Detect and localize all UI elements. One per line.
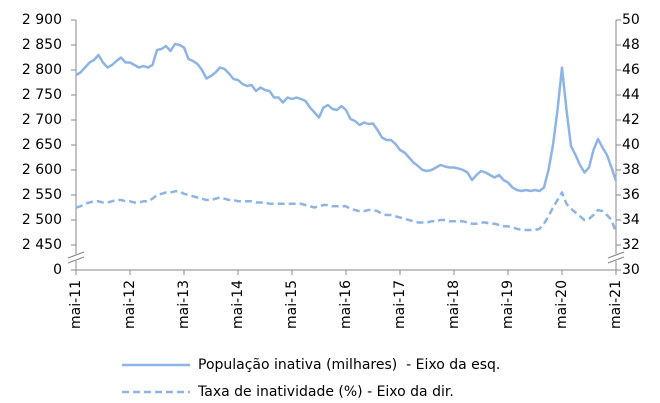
x-tick-label: mai-18 <box>446 280 462 329</box>
x-tick-label: mai-14 <box>230 280 246 329</box>
x-tick-label: mai-16 <box>338 280 354 329</box>
y2-tick-label: 44 <box>622 87 640 103</box>
x-tick-label: mai-15 <box>284 280 300 329</box>
y2-tick-label: 48 <box>622 37 640 53</box>
legend-label: Taxa de inatividade (%) - Eixo da dir. <box>197 384 454 400</box>
y-tick-label: 2 600 <box>22 162 62 178</box>
x-tick-label: mai-17 <box>392 280 408 329</box>
x-tick-label: mai-20 <box>554 280 570 329</box>
x-tick-label: mai-19 <box>500 280 516 329</box>
y2-tick-label: 42 <box>622 112 640 128</box>
legend-label: População inativa (milhares) - Eixo da e… <box>198 357 500 373</box>
y2-tick-label: 34 <box>622 212 640 228</box>
y2-tick-label: 32 <box>622 237 640 253</box>
y2-tick-label: 50 <box>622 12 640 28</box>
x-tick-label: mai-12 <box>122 280 138 329</box>
y-tick-label: 2 700 <box>22 112 62 128</box>
y-tick-label: 2 850 <box>22 37 62 53</box>
y-tick-label: 2 550 <box>22 187 62 203</box>
y2-tick-label: 30 <box>622 262 640 278</box>
x-tick-label: mai-11 <box>68 280 84 329</box>
y2-tick-label: 38 <box>622 162 640 178</box>
y-tick-label: 2 650 <box>22 137 62 153</box>
series-line <box>75 190 618 233</box>
y2-tick-label: 40 <box>622 137 640 153</box>
y2-tick-label: 46 <box>622 62 640 78</box>
y-tick-label: 2 500 <box>22 212 62 228</box>
y-tick-label: 0 <box>53 262 62 278</box>
y-tick-label: 2 450 <box>22 237 62 253</box>
series-line <box>75 42 618 193</box>
y-tick-label: 2 800 <box>22 62 62 78</box>
y-tick-label: 2 900 <box>22 12 62 28</box>
x-tick-label: mai-13 <box>176 280 192 329</box>
axis-break <box>67 251 625 264</box>
y2-tick-label: 36 <box>622 187 640 203</box>
x-tick-label: mai-21 <box>608 280 624 329</box>
y-tick-label: 2 750 <box>22 87 62 103</box>
